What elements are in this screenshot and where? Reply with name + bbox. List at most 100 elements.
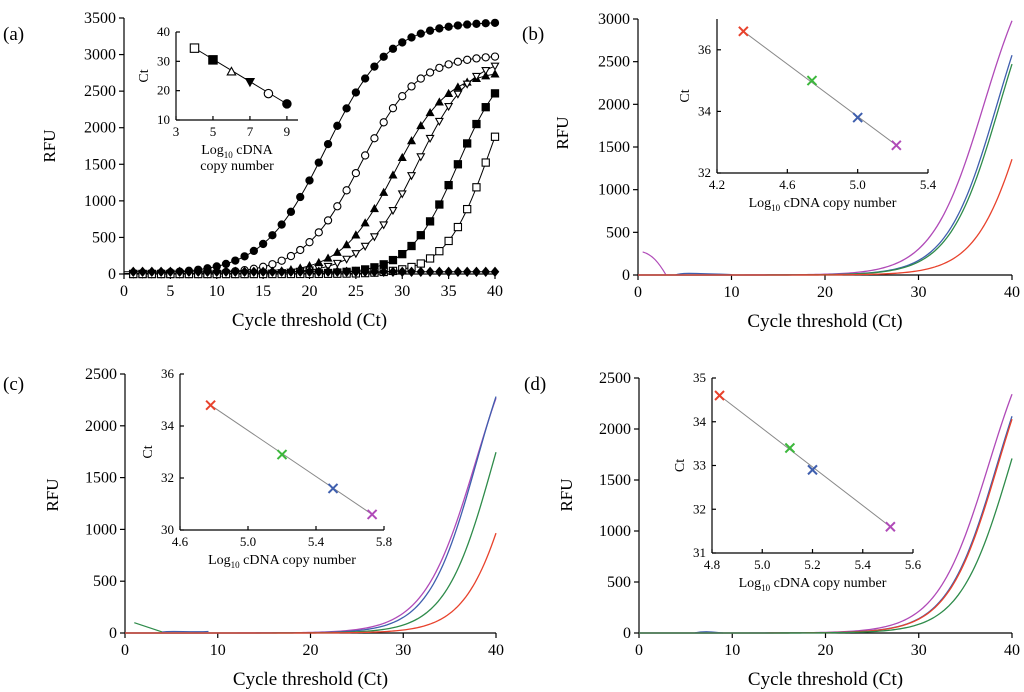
data-point [434,97,444,106]
data-point [360,242,370,251]
inset-y-tick-label: 20 [157,83,170,98]
data-point [397,152,407,161]
inset-x-label-rest: cDNA copy number [240,553,357,568]
data-point [444,22,453,31]
panel-label: (b) [522,24,544,45]
inset-point [852,112,863,123]
data-point [416,231,425,240]
data-point [490,89,500,98]
x-tick-label: 10 [209,283,225,300]
data-point [416,266,426,277]
x-tick-label: 10 [724,284,740,301]
data-point [472,119,481,129]
data-point [472,266,481,277]
inset-x-tick-label: 7 [247,124,254,139]
inset-x-label-log: Log [201,143,224,158]
data-point [388,170,398,179]
inset: 4.8 5.0 5.2 5.4 5.6 31 32 33 34 35 Ct Log10 cDNA co… [673,370,922,593]
data-point [240,252,249,261]
data-point [425,266,435,277]
data-point [453,90,463,99]
y-tick-label: 500 [607,574,631,591]
y-tick-label: 1500 [599,472,631,489]
data-point [463,55,472,64]
y-tick-label: 2000 [84,120,116,137]
data-point [305,266,314,277]
x-axis-label: Cycle threshold (Ct) [747,311,902,332]
data-point [258,266,268,277]
inset-x-tick-label: 4.6 [779,177,796,192]
data-point [332,247,342,256]
data-point [453,21,463,30]
data-point [286,207,296,216]
inset-fit-line [210,404,373,515]
data-point [388,255,398,265]
x-tick-label: 20 [302,283,318,300]
y-tick-label: 2500 [599,370,631,387]
data-point [314,228,323,237]
data-point [369,233,379,242]
series-open-circle [124,52,500,279]
data-point [453,57,463,66]
data-point [360,74,370,83]
x-tick-label: 40 [488,642,504,659]
data-point [463,20,472,29]
data-point [425,107,435,117]
data-point [444,266,453,277]
panel-b: (b) 0 10 20 30 40 0 500 1000 1500 2000 2500 3000 Cycl… [522,11,1020,332]
data-point [249,266,259,277]
data-point [407,266,416,277]
data-point [444,236,453,246]
data-point [156,266,166,277]
y-tick-label: 500 [606,224,630,241]
data-point [333,121,342,130]
x-tick-label: 10 [210,642,226,659]
panel-label: (c) [3,374,24,395]
series-blue [125,396,497,634]
inset-x-tick-label: 4.2 [709,177,725,192]
noise-line [642,251,667,276]
x-tick-label: 40 [1004,284,1020,301]
data-point [268,266,277,277]
x-tick-label: 0 [635,642,643,659]
data-point [203,266,212,277]
inset-point [738,26,749,37]
data-point [471,72,481,82]
data-point [138,266,147,277]
data-point [314,257,324,266]
data-point [416,29,425,38]
data-point [342,186,351,195]
inset-y-axis-label: Ct [137,69,152,82]
inset-y-tick-label: 34 [693,414,707,429]
y-tick-label: 3000 [598,11,630,28]
data-point [434,117,444,127]
inset-x-tick-label: 5.8 [376,534,392,549]
x-axis-label: Cycle threshold (Ct) [748,669,903,690]
data-point [360,266,370,277]
x-tick-label: 0 [634,284,642,301]
data-point [406,172,417,181]
inset-x-tick-label: 5.0 [754,557,770,572]
inset-point [208,55,218,65]
inset-point [806,75,818,86]
data-point [323,216,333,225]
data-point [128,266,138,277]
data-point [230,266,240,277]
panel-a: (a)0 5 10 15 20 25 30 35 40050010001500200025003… [3,10,503,331]
data-point [425,134,435,144]
data-point [490,69,500,78]
y-axis-label: RFU [557,478,576,511]
inset-point [885,521,896,532]
data-point [388,44,398,53]
inset-x-label-sub: 10 [231,560,241,570]
data-point [453,266,463,277]
panel-c: (c) 0 10 20 30 40 0 500 1000 1500 2000 2500 Cycle th… [3,366,504,690]
y-tick-label: 2000 [85,418,117,435]
data-point [398,38,407,47]
data-point [231,256,240,265]
inset-y-tick-label: 34 [698,103,712,118]
data-point [453,82,463,91]
x-tick-label: 20 [818,642,834,659]
data-point [425,68,435,77]
